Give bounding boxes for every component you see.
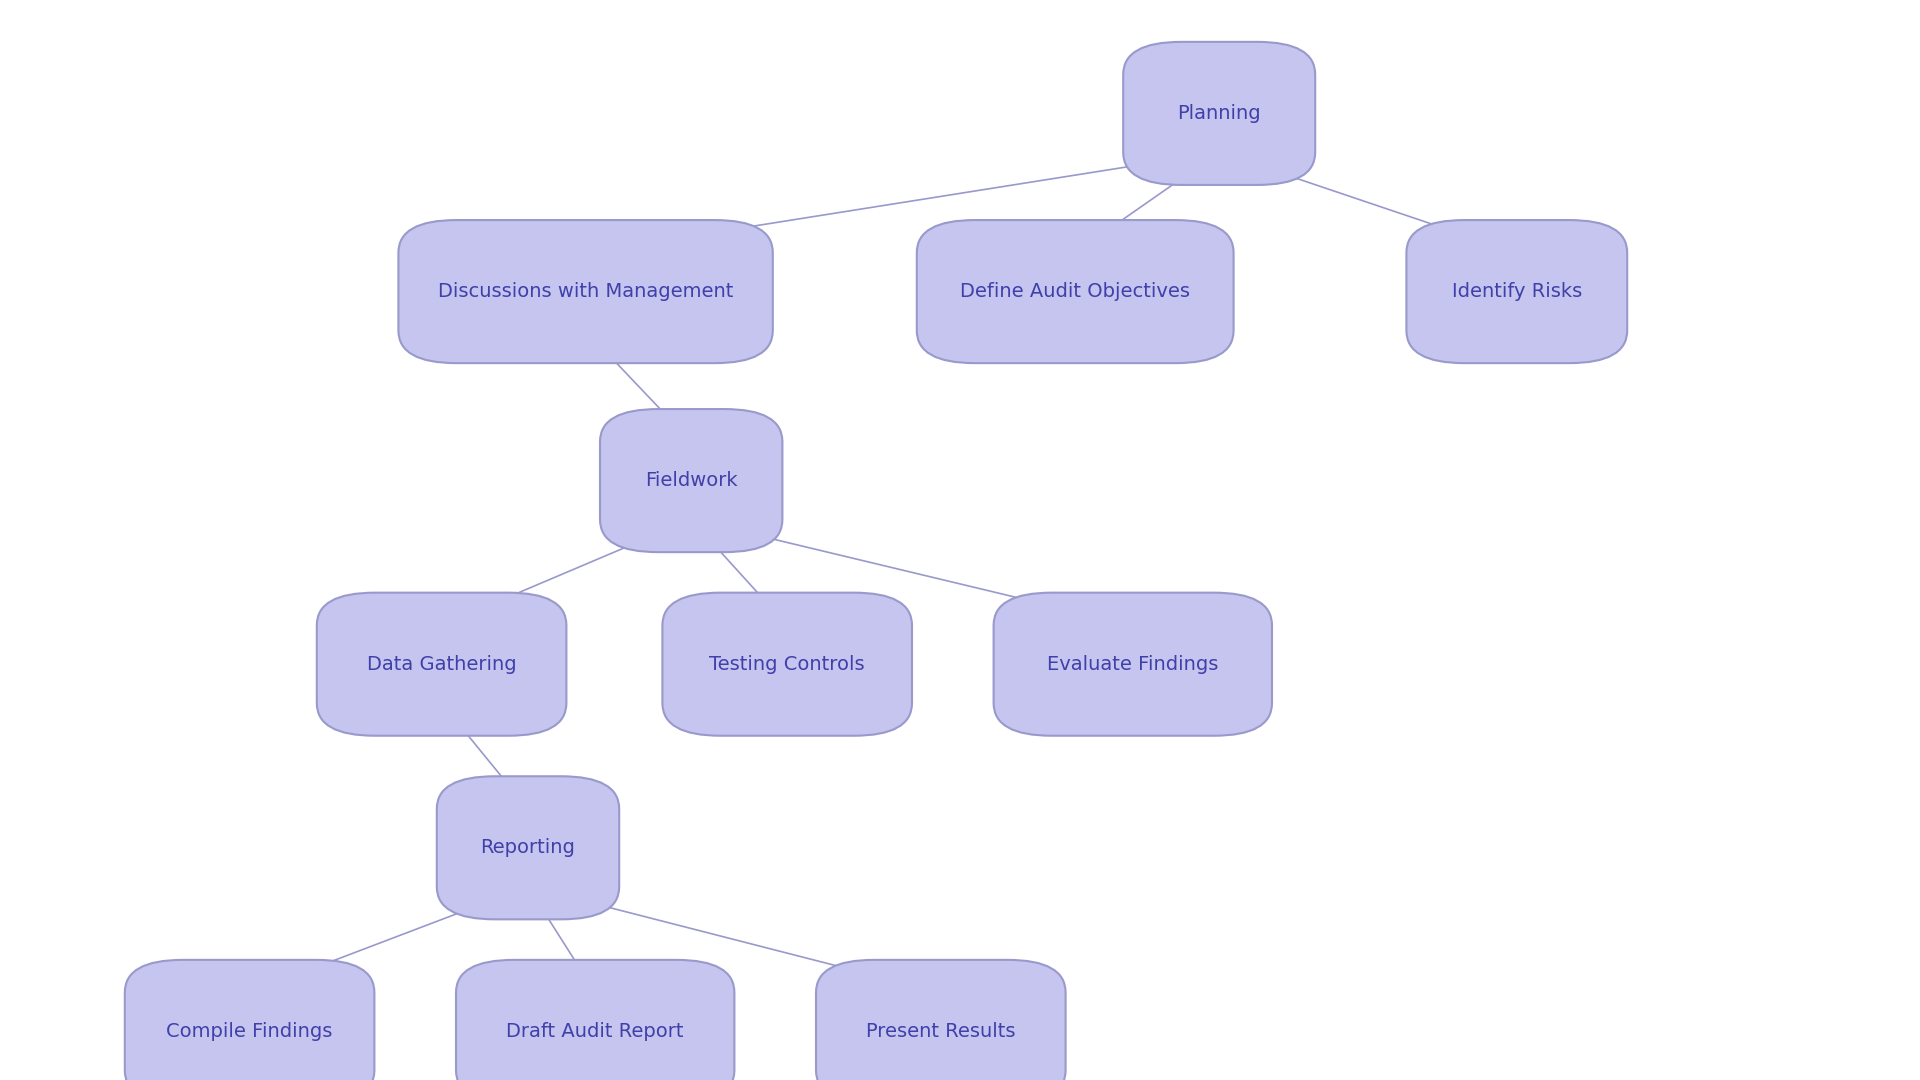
Text: Planning: Planning (1177, 104, 1261, 123)
FancyBboxPatch shape (317, 593, 566, 735)
FancyBboxPatch shape (662, 593, 912, 735)
FancyBboxPatch shape (918, 220, 1235, 363)
FancyBboxPatch shape (1405, 220, 1628, 363)
Text: Evaluate Findings: Evaluate Findings (1046, 654, 1219, 674)
FancyBboxPatch shape (995, 593, 1271, 735)
Text: Discussions with Management: Discussions with Management (438, 282, 733, 301)
Text: Reporting: Reporting (480, 838, 576, 858)
Text: Compile Findings: Compile Findings (167, 1022, 332, 1041)
FancyBboxPatch shape (125, 960, 374, 1080)
Text: Data Gathering: Data Gathering (367, 654, 516, 674)
FancyBboxPatch shape (816, 960, 1066, 1080)
Text: Define Audit Objectives: Define Audit Objectives (960, 282, 1190, 301)
Text: Fieldwork: Fieldwork (645, 471, 737, 490)
Text: Identify Risks: Identify Risks (1452, 282, 1582, 301)
FancyBboxPatch shape (599, 409, 783, 552)
Text: Testing Controls: Testing Controls (708, 654, 866, 674)
Text: Draft Audit Report: Draft Audit Report (507, 1022, 684, 1041)
FancyBboxPatch shape (399, 220, 772, 363)
Text: Present Results: Present Results (866, 1022, 1016, 1041)
FancyBboxPatch shape (457, 960, 733, 1080)
FancyBboxPatch shape (1123, 42, 1315, 185)
FancyBboxPatch shape (438, 777, 618, 919)
